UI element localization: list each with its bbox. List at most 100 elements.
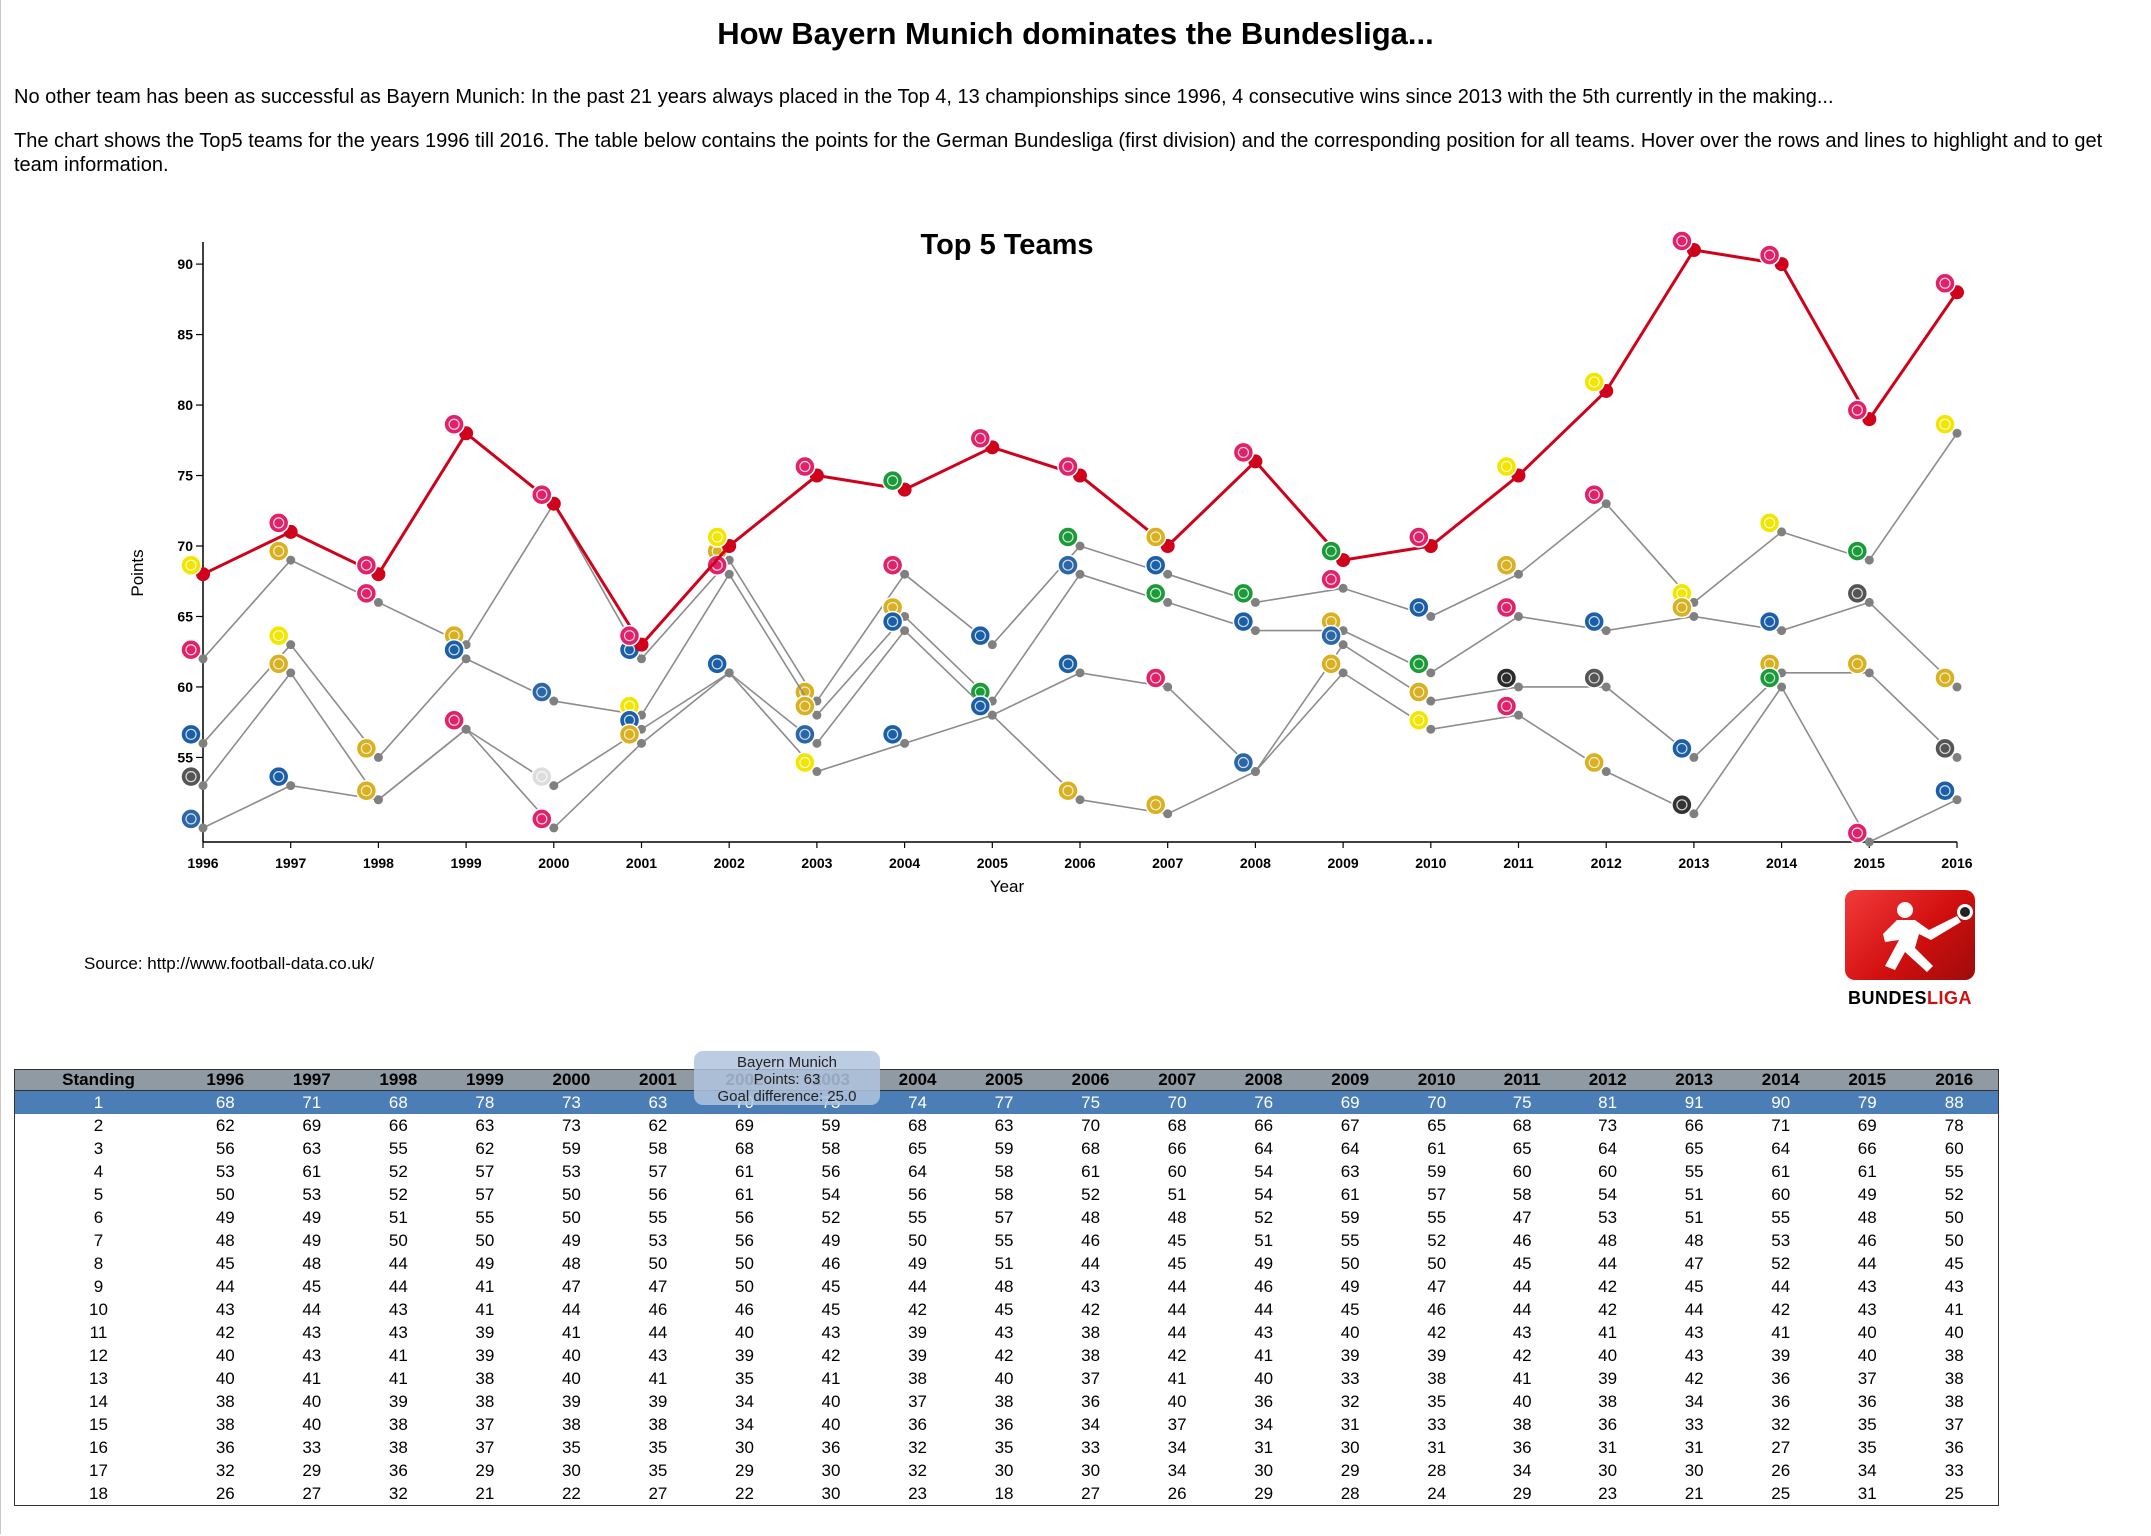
team-badge-icon[interactable] [1495, 455, 1518, 478]
team-badge-icon[interactable] [1408, 596, 1430, 619]
team-badge-icon[interactable] [267, 624, 290, 647]
data-point[interactable] [1601, 682, 1611, 692]
table-row[interactable]: 8 45 48 44 49 48 50 50 46 49 51 44 45 49 50 50 45 44 47 52 4… [15, 1252, 1999, 1275]
team-badge-icon[interactable] [1232, 582, 1255, 605]
data-point[interactable] [987, 710, 997, 720]
series-rank-5[interactable] [180, 653, 1962, 847]
data-point[interactable] [549, 781, 559, 791]
data-point[interactable] [1689, 809, 1699, 819]
table-row[interactable]: 5 50 53 52 57 50 56 61 54 56 58 52 51 54 61 57 58 54 51 60 4… [15, 1183, 1999, 1206]
data-point[interactable] [1075, 569, 1085, 579]
team-badge-icon[interactable] [531, 808, 553, 830]
data-point[interactable] [198, 781, 208, 791]
team-badge-icon[interactable] [706, 653, 728, 675]
team-badge-icon[interactable] [180, 554, 202, 576]
team-badge-icon[interactable] [1758, 244, 1781, 266]
team-badge-icon[interactable] [1495, 695, 1518, 717]
team-badge-icon[interactable] [180, 765, 202, 788]
data-point[interactable] [198, 738, 208, 748]
data-point[interactable] [1864, 555, 1874, 565]
table-row[interactable]: 12 40 43 41 39 40 43 39 42 39 42 38 42 41 39 39 42 40 43 39… [15, 1344, 1999, 1367]
table-row[interactable]: 16 36 33 38 37 35 35 30 36 32 35 33 34 31 30 31 36 31 31 27… [15, 1436, 1999, 1459]
team-badge-icon[interactable] [1320, 540, 1342, 562]
standings-table[interactable]: Standing19961997199819992000200120022003… [14, 1069, 1999, 1506]
team-badge-icon[interactable] [267, 540, 290, 562]
team-badge-icon[interactable] [1583, 371, 1605, 393]
data-point[interactable] [1075, 795, 1085, 805]
team-badge-icon[interactable] [1583, 751, 1605, 774]
data-point[interactable] [373, 795, 383, 805]
data-point[interactable] [1426, 696, 1436, 706]
team-badge-icon[interactable] [1758, 667, 1781, 689]
team-badge-icon[interactable] [794, 695, 816, 717]
data-point[interactable] [900, 626, 910, 636]
team-badge-icon[interactable] [1671, 737, 1693, 760]
data-point[interactable] [1777, 527, 1787, 537]
team-badge-icon[interactable] [1758, 610, 1781, 633]
data-point[interactable] [549, 696, 559, 706]
team-badge-icon[interactable] [794, 751, 816, 774]
team-badge-icon[interactable] [1057, 554, 1079, 576]
data-point[interactable] [724, 668, 734, 678]
team-badge-icon[interactable] [1408, 526, 1430, 548]
series-rank-3[interactable] [180, 554, 1962, 762]
team-badge-icon[interactable] [1144, 582, 1167, 605]
data-point[interactable] [1777, 682, 1787, 692]
team-badge-icon[interactable] [1232, 441, 1255, 464]
team-badge-icon[interactable] [1408, 653, 1430, 675]
data-point[interactable] [286, 668, 296, 678]
team-badge-icon[interactable] [443, 413, 465, 435]
data-point[interactable] [1689, 611, 1699, 621]
team-badge-icon[interactable] [355, 582, 378, 605]
team-badge-icon[interactable] [1934, 737, 1956, 760]
table-row[interactable]: 6 49 49 51 55 50 55 56 52 55 57 48 48 52 59 55 47 53 51 55 4… [15, 1206, 1999, 1229]
team-badge-icon[interactable] [180, 808, 202, 830]
team-badge-icon[interactable] [881, 723, 904, 746]
data-point[interactable] [373, 752, 383, 762]
data-point[interactable] [1163, 597, 1173, 607]
team-badge-icon[interactable] [1846, 653, 1869, 675]
data-point[interactable] [1952, 682, 1962, 692]
team-badge-icon[interactable] [1934, 779, 1956, 802]
series-rank-1-highlighted[interactable] [180, 230, 1964, 652]
team-badge-icon[interactable] [1758, 512, 1781, 534]
data-point[interactable] [1952, 795, 1962, 805]
team-badge-icon[interactable] [1320, 568, 1342, 591]
team-badge-icon[interactable] [267, 512, 290, 534]
table-row[interactable]: 17 32 29 36 29 30 35 29 30 32 30 30 34 30 29 28 34 30 30 26… [15, 1459, 1999, 1482]
data-point[interactable] [1250, 626, 1260, 636]
data-point[interactable] [1426, 724, 1436, 734]
data-point[interactable] [286, 781, 296, 791]
data-point[interactable] [461, 654, 471, 664]
team-badge-icon[interactable] [355, 554, 378, 576]
team-badge-icon[interactable] [1671, 596, 1693, 619]
team-badge-icon[interactable] [1232, 751, 1255, 774]
table-row[interactable]: 7 48 49 50 50 49 53 56 49 50 55 46 45 51 55 52 46 48 48 53 4… [15, 1229, 1999, 1252]
team-badge-icon[interactable] [1495, 554, 1518, 576]
table-row[interactable]: 1687168787363707574777570766970758191907… [14, 1090, 1999, 1114]
table-body[interactable]: 1687168787363707574777570766970758191907… [14, 1090, 1999, 1506]
data-point[interactable] [1601, 626, 1611, 636]
data-point[interactable] [286, 640, 296, 650]
data-point[interactable] [812, 710, 822, 720]
data-point[interactable] [724, 569, 734, 579]
team-badge-icon[interactable] [1846, 540, 1869, 562]
data-point[interactable] [1864, 837, 1874, 847]
table-row[interactable]: 10 43 44 43 41 44 46 46 45 42 45 42 44 44 45 46 44 42 44 42… [15, 1298, 1999, 1321]
team-badge-icon[interactable] [180, 723, 202, 746]
team-badge-icon[interactable] [1057, 779, 1079, 802]
team-badge-icon[interactable] [1232, 610, 1255, 633]
data-point[interactable] [1514, 611, 1523, 621]
team-badge-icon[interactable] [881, 554, 904, 576]
data-point[interactable] [1338, 668, 1348, 678]
table-row[interactable]: 14 38 40 39 38 39 39 34 40 37 38 36 40 36 32 35 40 38 34 36… [15, 1390, 1999, 1413]
data-point[interactable] [1952, 428, 1962, 438]
table-row[interactable]: 11 42 43 43 39 41 44 40 43 39 43 38 44 43 40 42 43 41 43 41… [15, 1321, 1999, 1344]
table-row[interactable]: 13 40 41 41 38 40 41 35 41 38 40 37 41 40 33 38 41 39 42 36… [15, 1367, 1999, 1390]
data-point[interactable] [1075, 668, 1085, 678]
team-badge-icon[interactable] [355, 779, 378, 802]
team-badge-icon[interactable] [1144, 794, 1167, 816]
data-point[interactable] [1777, 626, 1787, 636]
team-badge-icon[interactable] [969, 427, 992, 450]
team-badge-icon[interactable] [1408, 709, 1430, 731]
